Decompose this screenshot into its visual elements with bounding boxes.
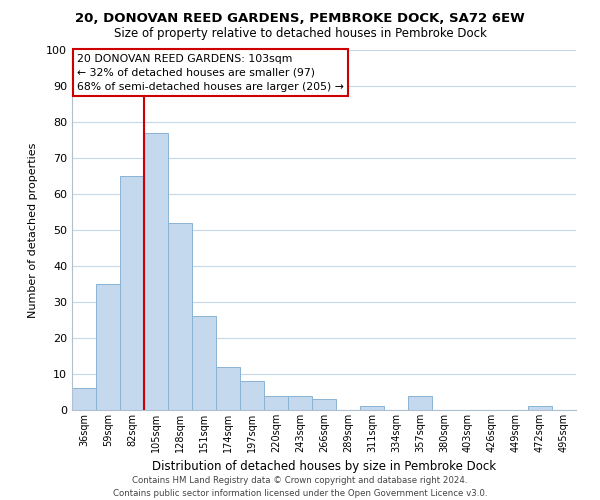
Bar [96,284,120,410]
Bar [360,406,384,410]
Text: Contains HM Land Registry data © Crown copyright and database right 2024.
Contai: Contains HM Land Registry data © Crown c… [113,476,487,498]
Bar [528,406,552,410]
X-axis label: Distribution of detached houses by size in Pembroke Dock: Distribution of detached houses by size … [152,460,496,473]
Y-axis label: Number of detached properties: Number of detached properties [28,142,38,318]
Bar [288,396,312,410]
Text: 20, DONOVAN REED GARDENS, PEMBROKE DOCK, SA72 6EW: 20, DONOVAN REED GARDENS, PEMBROKE DOCK,… [75,12,525,26]
Text: 20 DONOVAN REED GARDENS: 103sqm
← 32% of detached houses are smaller (97)
68% of: 20 DONOVAN REED GARDENS: 103sqm ← 32% of… [77,54,344,92]
Text: Size of property relative to detached houses in Pembroke Dock: Size of property relative to detached ho… [113,28,487,40]
Bar [408,396,432,410]
Bar [120,176,144,410]
Bar [168,223,192,410]
Bar [240,381,264,410]
Bar [216,367,240,410]
Bar [144,133,168,410]
Bar [192,316,216,410]
Bar [264,396,288,410]
Bar [72,388,96,410]
Bar [312,399,336,410]
